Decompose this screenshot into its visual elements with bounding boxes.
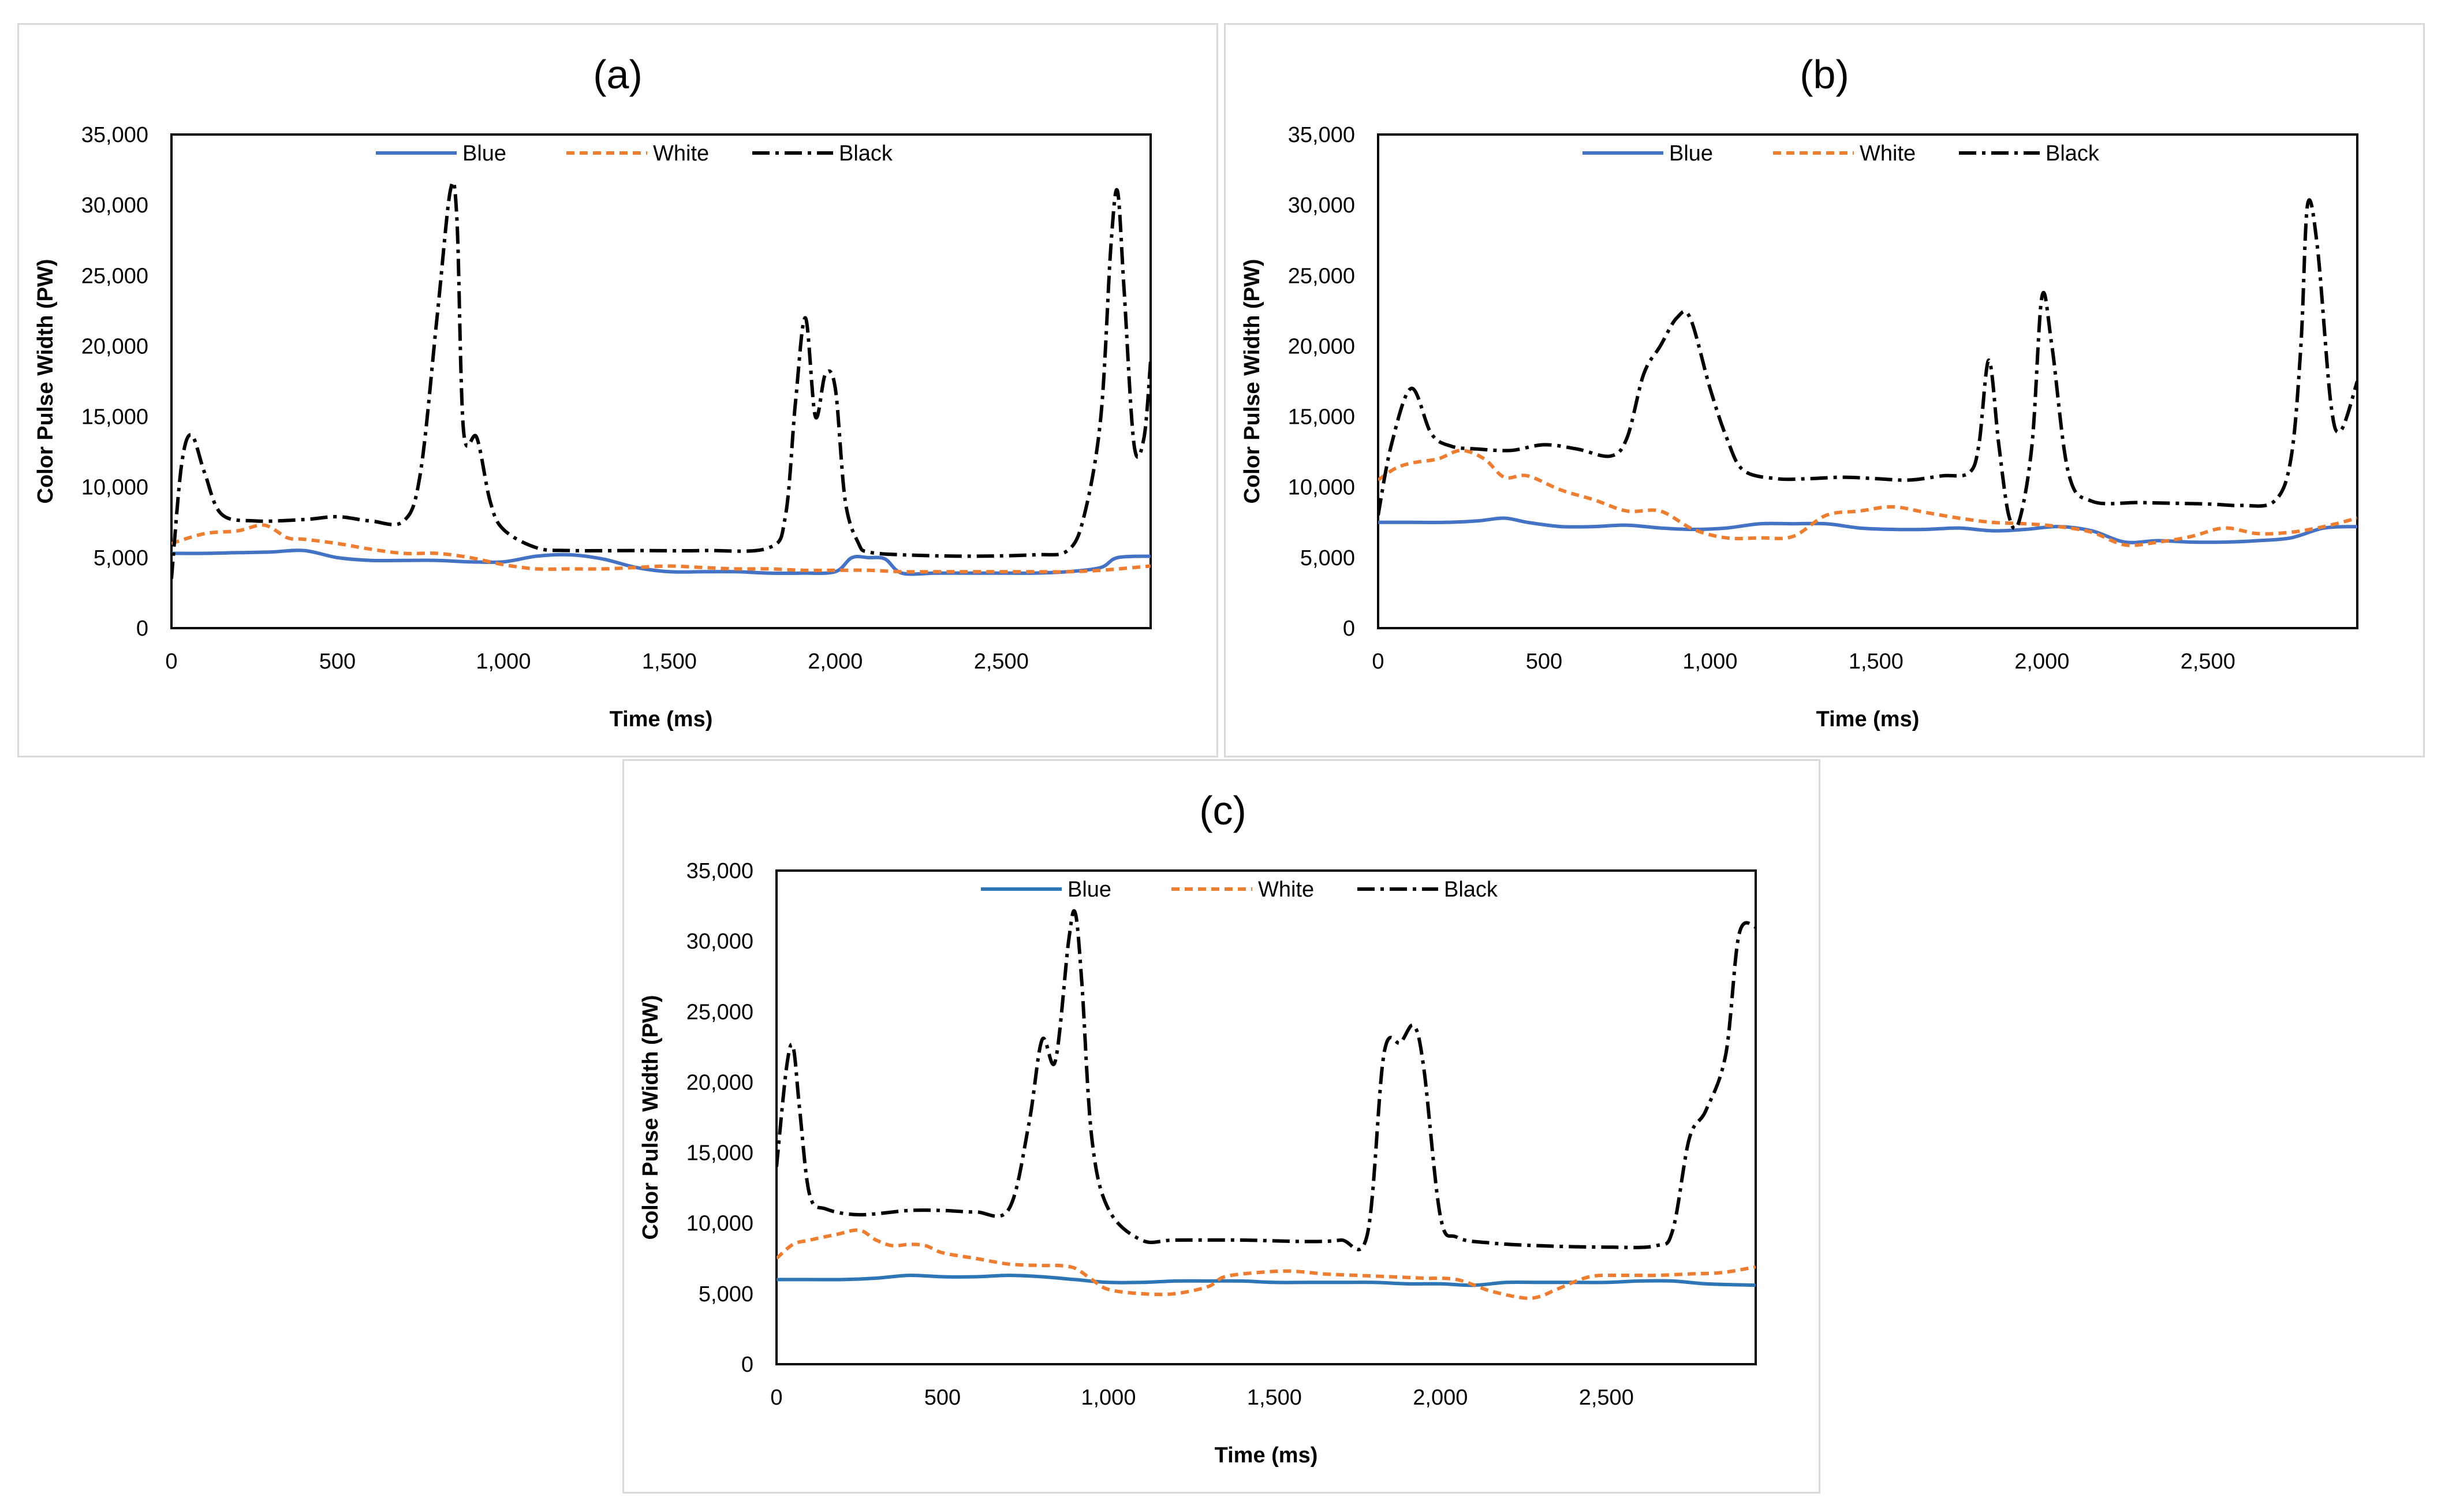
plot-area-border bbox=[1377, 133, 2358, 629]
chart-svg: (b) 0 5,000 10,000 15,000 20,000 25,000 30,000 3… bbox=[1240, 52, 2358, 731]
chart-title: (b) bbox=[1800, 52, 1849, 97]
x-axis-label: Time (ms) bbox=[610, 707, 713, 731]
legend: Blue White Black bbox=[981, 878, 1498, 902]
y-tick-label: 20,000 bbox=[81, 334, 148, 359]
x-tick-label: 500 bbox=[924, 1386, 961, 1410]
chart-title: (c) bbox=[1199, 788, 1246, 833]
legend: Blue White Black bbox=[376, 141, 893, 166]
series-group bbox=[171, 180, 1151, 579]
series-group bbox=[1378, 198, 2357, 547]
y-tick-label: 20,000 bbox=[1288, 334, 1355, 359]
plot-area-border bbox=[775, 869, 1757, 1365]
chart-panel-c: (c) 0 5,000 10,000 15,000 20,000 25,000 30,000 3… bbox=[622, 759, 1820, 1494]
y-tick-label: 15,000 bbox=[686, 1141, 753, 1166]
chart-svg: (a) 0 5,000 10,000 15,000 20,000 25,000 30,000 3… bbox=[33, 52, 1152, 731]
chart-panel-b: (b) 0 5,000 10,000 15,000 20,000 25,000 30,000 3… bbox=[1224, 23, 2425, 757]
legend-label-white: White bbox=[1258, 878, 1314, 902]
x-tick-label: 2,000 bbox=[808, 649, 863, 674]
y-tick-label: 35,000 bbox=[686, 859, 753, 883]
x-tick-label: 1,500 bbox=[1849, 649, 1903, 674]
x-tick-label: 500 bbox=[1526, 649, 1562, 674]
y-tick-label: 25,000 bbox=[1288, 264, 1355, 288]
x-tick-label: 0 bbox=[770, 1386, 782, 1410]
x-tick-label: 1,000 bbox=[1682, 649, 1737, 674]
y-tick-label: 0 bbox=[136, 617, 148, 641]
y-tick-label: 10,000 bbox=[686, 1212, 753, 1236]
x-tick-label: 2,000 bbox=[1413, 1386, 1468, 1410]
x-tick-label: 1,000 bbox=[476, 649, 531, 674]
chart-title: (a) bbox=[593, 52, 643, 97]
series-group bbox=[777, 909, 1756, 1300]
x-axis-label: Time (ms) bbox=[1215, 1443, 1318, 1468]
chart-svg: (c) 0 5,000 10,000 15,000 20,000 25,000 30,000 3… bbox=[639, 788, 1757, 1468]
legend-label-blue: Blue bbox=[462, 141, 506, 166]
x-tick-label: 2,500 bbox=[1579, 1386, 1634, 1410]
series-line-black bbox=[777, 909, 1756, 1252]
y-tick-label: 35,000 bbox=[1288, 123, 1355, 147]
y-tick-label: 20,000 bbox=[686, 1070, 753, 1095]
y-axis-label: Color Pulse Width (PW) bbox=[639, 995, 663, 1240]
y-tick-label: 30,000 bbox=[81, 193, 148, 218]
x-tick-label: 1,500 bbox=[642, 649, 697, 674]
legend-label-black: Black bbox=[839, 141, 893, 166]
y-tick-label: 5,000 bbox=[699, 1282, 753, 1306]
x-tick-label: 2,500 bbox=[2181, 649, 2235, 674]
y-tick-label: 25,000 bbox=[81, 264, 148, 288]
y-tick-label: 30,000 bbox=[1288, 193, 1355, 218]
legend-label-white: White bbox=[653, 141, 709, 166]
x-tick-label: 2,500 bbox=[974, 649, 1029, 674]
legend: Blue White Black bbox=[1582, 141, 2100, 166]
x-axis-label: Time (ms) bbox=[1816, 707, 1920, 731]
series-line-white bbox=[171, 523, 1151, 574]
y-tick-label: 35,000 bbox=[81, 123, 148, 147]
y-tick-label: 10,000 bbox=[1288, 476, 1355, 500]
y-tick-label: 5,000 bbox=[1300, 546, 1355, 570]
x-tick-label: 1,500 bbox=[1247, 1386, 1302, 1410]
legend-label-blue: Blue bbox=[1669, 141, 1713, 166]
y-tick-label: 10,000 bbox=[81, 476, 148, 500]
x-tick-label: 0 bbox=[165, 649, 177, 674]
y-tick-label: 5,000 bbox=[94, 546, 148, 570]
series-line-black bbox=[1378, 198, 2357, 531]
legend-label-black: Black bbox=[2046, 141, 2100, 166]
x-tick-label: 0 bbox=[1372, 649, 1384, 674]
legend-label-blue: Blue bbox=[1068, 878, 1111, 902]
chart-panel-a: (a) 0 5,000 10,000 15,000 20,000 25,000 30,000 3… bbox=[17, 23, 1218, 757]
series-line-black bbox=[171, 180, 1151, 579]
x-tick-label: 500 bbox=[319, 649, 356, 674]
series-line-blue bbox=[1378, 516, 2357, 544]
y-tick-label: 25,000 bbox=[686, 1000, 753, 1024]
y-tick-label: 0 bbox=[1343, 617, 1355, 641]
legend-label-white: White bbox=[1860, 141, 1916, 166]
y-tick-label: 0 bbox=[741, 1353, 753, 1377]
series-line-white bbox=[1378, 449, 2357, 547]
y-tick-label: 15,000 bbox=[81, 405, 148, 430]
y-tick-label: 30,000 bbox=[686, 929, 753, 954]
x-tick-label: 1,000 bbox=[1081, 1386, 1136, 1410]
y-axis-label: Color Pulse Width (PW) bbox=[33, 259, 58, 504]
series-line-blue bbox=[777, 1274, 1756, 1287]
y-tick-label: 15,000 bbox=[1288, 405, 1355, 430]
y-axis-label: Color Pulse Width (PW) bbox=[1240, 259, 1264, 504]
plot-area-border bbox=[170, 133, 1152, 629]
legend-label-black: Black bbox=[1444, 878, 1498, 902]
x-tick-label: 2,000 bbox=[2014, 649, 2069, 674]
